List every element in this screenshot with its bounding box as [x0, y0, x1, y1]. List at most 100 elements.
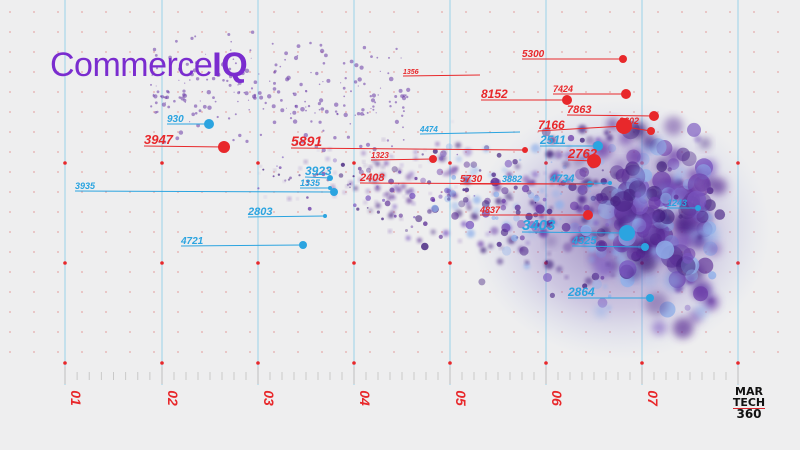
particle	[406, 95, 409, 99]
particle	[584, 277, 593, 285]
bg-dot	[297, 211, 299, 213]
particle	[391, 145, 393, 148]
particle	[280, 108, 285, 113]
bg-dot	[345, 111, 347, 113]
particle	[546, 220, 552, 226]
bg-dot	[321, 71, 323, 73]
particle	[412, 202, 416, 205]
bg-dot	[585, 31, 587, 33]
particle	[465, 220, 475, 230]
particle	[640, 211, 657, 227]
bg-dot	[273, 51, 275, 53]
bg-dot	[777, 331, 779, 333]
particle	[241, 57, 243, 59]
particle	[366, 207, 369, 209]
particle	[350, 90, 352, 93]
particle	[326, 78, 331, 83]
particle	[382, 198, 386, 202]
particle	[400, 163, 404, 167]
bg-dot	[57, 51, 59, 53]
bg-dot	[777, 211, 779, 213]
bg-dot	[537, 71, 539, 73]
bg-dot	[441, 291, 443, 293]
particle	[596, 192, 608, 204]
particle	[568, 182, 577, 192]
bg-dot	[417, 251, 419, 253]
particle	[234, 113, 237, 116]
bg-dot	[441, 331, 443, 333]
bg-dot	[57, 11, 59, 13]
particle	[272, 120, 277, 125]
bg-dot	[249, 351, 251, 353]
particle	[478, 169, 482, 172]
particle	[464, 187, 470, 193]
particle	[168, 55, 172, 60]
bg-dot	[249, 131, 251, 133]
bg-dot	[681, 31, 683, 33]
particle	[562, 160, 570, 168]
particle	[359, 65, 364, 70]
particle	[167, 105, 171, 109]
particle	[342, 191, 346, 194]
particle	[300, 139, 305, 144]
bg-dot	[417, 191, 419, 193]
particle	[365, 142, 371, 147]
particle	[190, 36, 194, 41]
particle	[343, 112, 348, 118]
particle	[395, 47, 398, 51]
bg-dot	[729, 131, 731, 133]
bg-dot	[345, 291, 347, 293]
particle	[336, 112, 339, 115]
particle	[363, 164, 367, 167]
particle	[391, 166, 398, 173]
particle	[349, 186, 351, 189]
particle	[413, 177, 416, 180]
particle	[332, 158, 337, 163]
particle	[222, 61, 227, 65]
bg-dot	[417, 111, 419, 113]
particle	[363, 82, 366, 86]
bg-dot	[441, 171, 443, 173]
particle	[286, 75, 291, 81]
bg-dot	[489, 71, 491, 73]
blue-callout-dot	[328, 186, 332, 190]
logo-suffix: IQ	[212, 46, 248, 84]
bg-dot	[201, 231, 203, 233]
particle	[178, 67, 182, 72]
bg-dot	[249, 151, 251, 153]
particle	[238, 91, 241, 93]
particle	[530, 143, 541, 153]
bg-dot	[81, 91, 83, 93]
particle	[387, 197, 390, 200]
bg-dot	[249, 211, 251, 213]
particle	[402, 106, 405, 109]
particle	[353, 186, 358, 191]
particle	[240, 71, 245, 76]
particle	[579, 167, 590, 178]
bg-dot	[753, 311, 755, 313]
bg-dot	[105, 331, 107, 333]
particle	[150, 105, 153, 108]
bg-dot	[465, 311, 467, 313]
bg-dot	[129, 131, 131, 133]
particle	[372, 108, 375, 111]
red-callout-dot	[616, 118, 632, 134]
bg-dot	[489, 151, 491, 153]
particle	[322, 129, 325, 132]
bg-dot	[201, 331, 203, 333]
martech360-badge: MAR TECH 360	[732, 386, 766, 420]
bg-dot	[57, 251, 59, 253]
particle	[228, 67, 232, 71]
particle	[366, 167, 371, 173]
particle	[699, 138, 711, 149]
particle	[577, 195, 587, 205]
particle	[606, 262, 610, 266]
particle	[232, 58, 235, 60]
red-callout-dot	[218, 141, 230, 153]
particle	[229, 49, 232, 51]
particle	[633, 166, 649, 182]
bg-dot	[201, 171, 203, 173]
particle	[551, 156, 556, 160]
particle	[613, 172, 619, 178]
bg-dot	[129, 31, 131, 33]
